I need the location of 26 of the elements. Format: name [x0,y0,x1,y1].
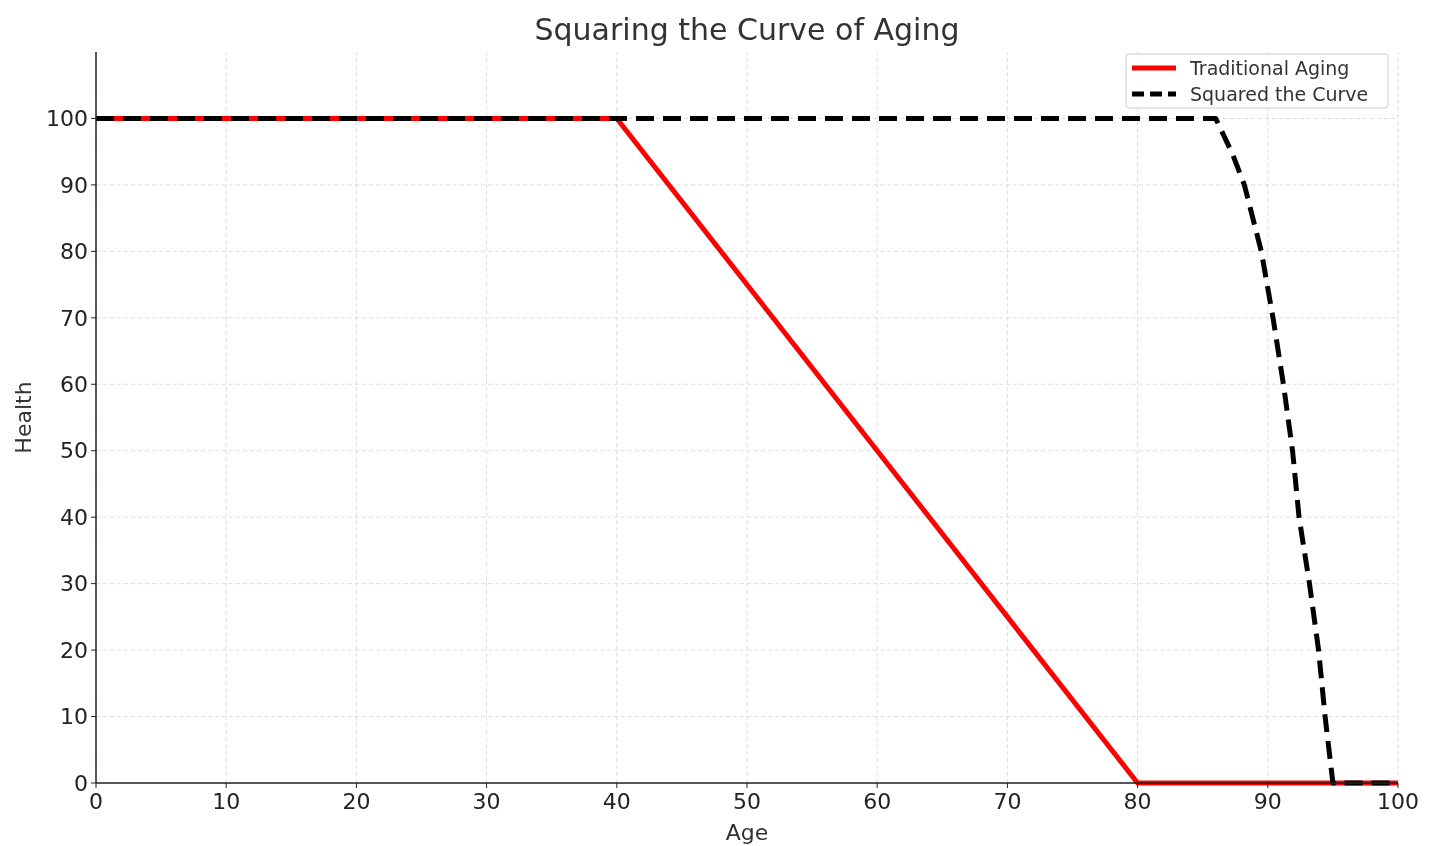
y-tick-label: 80 [60,239,88,265]
y-tick-label: 100 [46,106,88,132]
y-tick-label: 60 [60,371,88,397]
chart-title: Squaring the Curve of Aging [534,12,960,47]
x-axis-title: Age [725,820,769,845]
x-tick-label: 10 [212,789,241,814]
x-tick-label: 40 [602,789,631,814]
x-tick-label: 90 [1253,789,1282,814]
x-tick-label: 60 [863,789,892,814]
y-tick-label: 50 [60,438,88,464]
y-tick-label: 30 [60,571,88,597]
y-tick-label: 40 [60,504,88,530]
x-tick-label: 80 [1123,789,1152,814]
y-axis-title: Health [11,381,36,454]
y-tick-label: 10 [60,704,88,730]
y-tick-label: 0 [74,770,88,796]
x-tick-label: 100 [1377,789,1419,814]
y-tick-label: 70 [60,305,88,331]
y-tick-label: 20 [60,637,88,663]
legend-label: Traditional Aging [1189,56,1350,79]
legend-label: Squared the Curve [1190,82,1369,105]
x-tick-label: 30 [472,789,501,814]
y-tick-label: 90 [60,172,88,198]
x-tick-label: 70 [993,789,1022,814]
x-tick-label: 50 [733,789,761,814]
x-tick-label: 20 [342,789,371,814]
